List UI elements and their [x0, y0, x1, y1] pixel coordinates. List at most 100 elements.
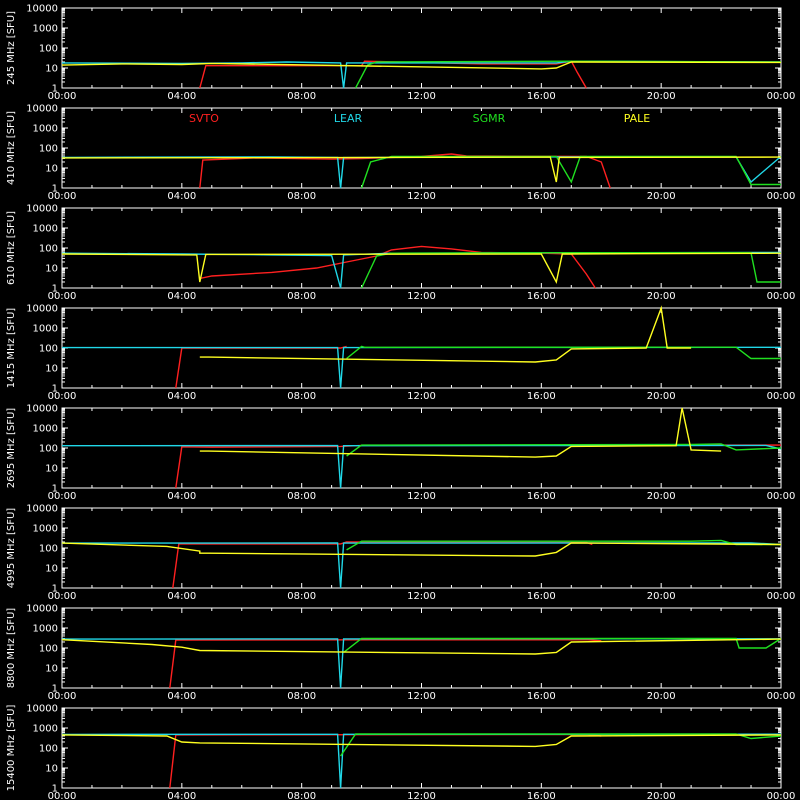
y-tick-label: 1	[52, 284, 58, 295]
x-tick-label: 20:00	[647, 591, 676, 602]
x-tick-label: 04:00	[167, 791, 196, 800]
x-tick-label: 00:00	[767, 291, 796, 302]
y-tick-label: 10	[45, 764, 58, 775]
y-tick-label: 10000	[26, 104, 58, 115]
series-sgmr	[360, 155, 781, 189]
y-tick-label: 10	[45, 664, 58, 675]
x-tick-label: 08:00	[287, 691, 316, 702]
y-axis-label: 15400 MHz [SFU]	[6, 705, 17, 792]
x-tick-label: 00:00	[48, 391, 77, 402]
y-tick-label: 10000	[26, 504, 58, 515]
x-tick-label: 08:00	[287, 591, 316, 602]
x-tick-label: 08:00	[287, 791, 316, 800]
x-tick-label: 04:00	[167, 691, 196, 702]
y-axis-label: 245 MHz [SFU]	[6, 11, 17, 85]
series-pale	[61, 252, 782, 285]
series-sgmr	[343, 637, 782, 653]
legend-pale: PALE	[624, 112, 651, 125]
series-lear	[61, 542, 782, 589]
y-axis-label: 1415 MHz [SFU]	[6, 308, 17, 389]
y-axis-label: 8800 MHz [SFU]	[6, 608, 17, 689]
x-tick-label: 04:00	[167, 191, 196, 202]
x-tick-label: 16:00	[527, 791, 556, 800]
y-tick-label: 100	[39, 344, 58, 355]
y-tick-label: 1	[52, 484, 58, 495]
y-tick-label: 1000	[33, 124, 58, 135]
series-pale	[61, 542, 782, 557]
y-axis-label: 4995 MHz [SFU]	[6, 508, 17, 589]
x-tick-label: 16:00	[527, 91, 556, 102]
series-sgmr	[360, 251, 781, 289]
y-tick-label: 1000	[33, 224, 58, 235]
series-pale	[61, 734, 782, 748]
y-tick-label: 10000	[26, 704, 58, 715]
x-tick-label: 12:00	[407, 791, 436, 800]
x-tick-label: 00:00	[767, 391, 796, 402]
legend-sgmr: SGMR	[473, 112, 506, 125]
x-tick-label: 08:00	[287, 191, 316, 202]
x-tick-label: 08:00	[287, 491, 316, 502]
x-tick-label: 12:00	[407, 191, 436, 202]
y-tick-label: 1	[52, 384, 58, 395]
x-tick-label: 20:00	[647, 691, 676, 702]
x-tick-label: 00:00	[767, 591, 796, 602]
x-tick-label: 08:00	[287, 291, 316, 302]
y-tick-label: 10000	[26, 204, 58, 215]
x-tick-label: 08:00	[287, 391, 316, 402]
x-tick-label: 16:00	[527, 191, 556, 202]
y-tick-label: 100	[39, 144, 58, 155]
y-tick-label: 100	[39, 444, 58, 455]
x-tick-label: 04:00	[167, 391, 196, 402]
x-tick-label: 12:00	[407, 591, 436, 602]
x-tick-label: 04:00	[167, 591, 196, 602]
series-sgmr	[346, 345, 781, 360]
series-svto	[169, 638, 602, 689]
y-axis-label: 410 MHz [SFU]	[6, 111, 17, 185]
y-tick-label: 1000	[33, 524, 58, 535]
y-tick-label: 1000	[33, 24, 58, 35]
x-tick-label: 00:00	[48, 691, 77, 702]
y-tick-label: 100	[39, 644, 58, 655]
legend-lear: LEAR	[334, 112, 363, 125]
x-tick-label: 20:00	[647, 191, 676, 202]
y-tick-label: 1000	[33, 324, 58, 335]
series-sgmr	[340, 733, 782, 757]
series-sgmr	[346, 443, 782, 457]
x-tick-label: 00:00	[767, 91, 796, 102]
x-tick-label: 16:00	[527, 591, 556, 602]
x-tick-label: 04:00	[167, 91, 196, 102]
x-tick-label: 20:00	[647, 491, 676, 502]
x-tick-label: 00:00	[48, 591, 77, 602]
y-tick-label: 1000	[33, 724, 58, 735]
x-tick-label: 04:00	[167, 291, 196, 302]
x-tick-label: 16:00	[527, 391, 556, 402]
series-pale	[61, 638, 782, 655]
x-tick-label: 20:00	[647, 391, 676, 402]
x-tick-label: 16:00	[527, 291, 556, 302]
x-tick-label: 20:00	[647, 291, 676, 302]
x-tick-label: 08:00	[287, 91, 316, 102]
y-tick-label: 100	[39, 544, 58, 555]
x-tick-label: 00:00	[767, 191, 796, 202]
x-tick-label: 20:00	[647, 91, 676, 102]
y-tick-label: 10	[45, 364, 58, 375]
x-tick-label: 04:00	[167, 491, 196, 502]
series-pale	[199, 305, 692, 363]
y-axis-label: 610 MHz [SFU]	[6, 211, 17, 285]
series-svto	[199, 60, 587, 89]
y-tick-label: 10000	[26, 404, 58, 415]
x-tick-label: 00:00	[48, 91, 77, 102]
series-lear	[61, 251, 782, 289]
y-tick-label: 1000	[33, 624, 58, 635]
y-tick-label: 1	[52, 784, 58, 795]
y-tick-label: 10000	[26, 304, 58, 315]
y-tick-label: 1000	[33, 424, 58, 435]
x-tick-label: 12:00	[407, 691, 436, 702]
y-tick-label: 1	[52, 84, 58, 95]
series-lear	[61, 444, 782, 489]
y-tick-label: 100	[39, 244, 58, 255]
x-tick-label: 12:00	[407, 91, 436, 102]
x-tick-label: 12:00	[407, 391, 436, 402]
